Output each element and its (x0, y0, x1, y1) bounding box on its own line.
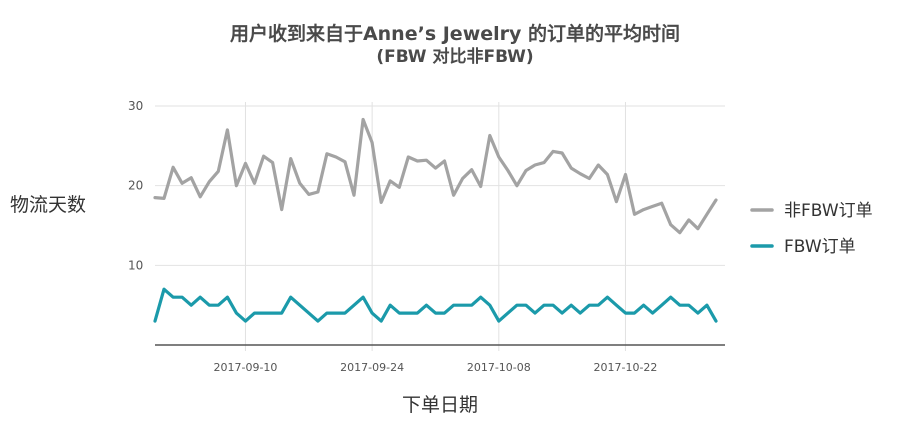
series-line-0 (153, 117, 718, 235)
series-line-1 (153, 287, 718, 323)
x-tick-label: 2017-09-24 (340, 361, 404, 374)
y-axis-label: 物流天数 (10, 194, 86, 216)
axis-layer: 10 20 30 2017-09-10 2017-09-24 2017-10-08 2017… (128, 99, 725, 374)
x-tick-label: 2017-09-10 (214, 361, 278, 374)
series-layer (153, 117, 718, 323)
y-tick-label: 30 (128, 99, 143, 113)
legend-label: 非FBW订单 (784, 201, 873, 221)
y-tick-label: 20 (128, 179, 143, 193)
legend: 非FBW订单 FBW订单 (750, 201, 873, 257)
x-tick-label: 2017-10-22 (594, 361, 658, 374)
y-tick-label: 10 (128, 258, 143, 272)
x-tick-label: 2017-10-08 (467, 361, 531, 374)
chart-title: 用户收到来自于Anne’s Jewelry 的订单的平均时间 (230, 22, 680, 45)
chart-subtitle: (FBW 对比非FBW) (376, 46, 533, 67)
legend-label: FBW订单 (784, 237, 856, 257)
grid-layer (155, 102, 725, 351)
x-axis-label: 下单日期 (402, 394, 478, 416)
